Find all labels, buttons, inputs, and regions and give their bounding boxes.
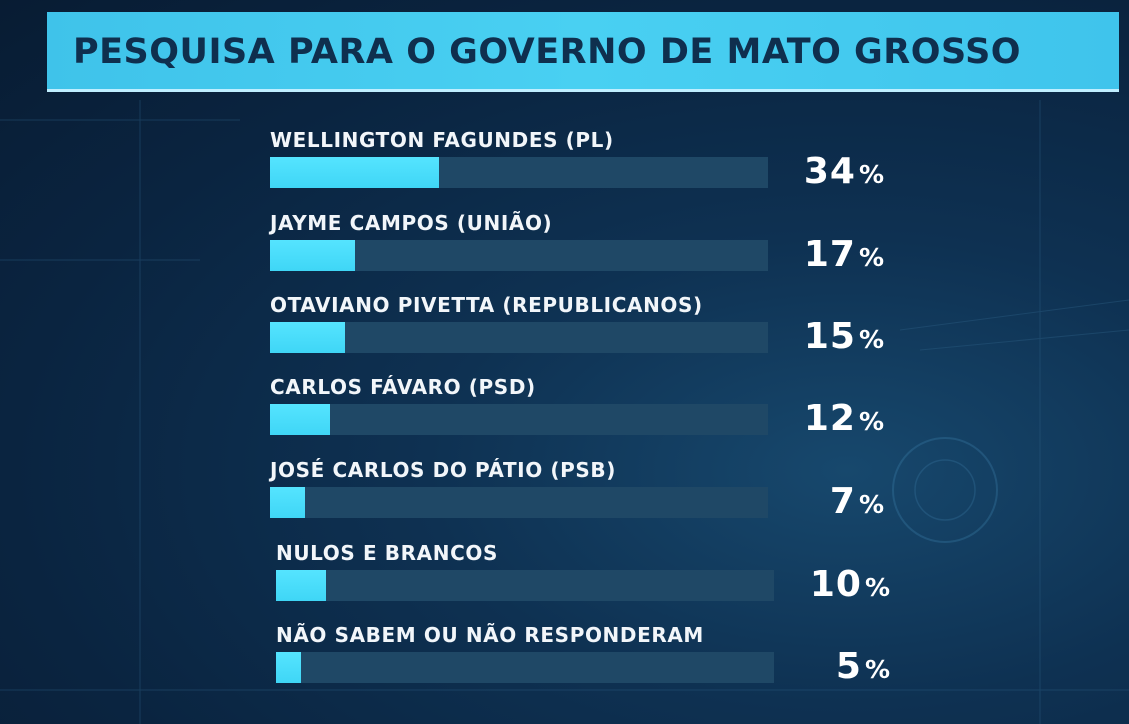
bar (270, 322, 345, 353)
bar-value-unit: % (858, 243, 884, 272)
bar-track (270, 157, 768, 188)
bar-value-label: 34% (784, 151, 884, 192)
bar (270, 240, 355, 271)
bar-value-unit: % (858, 325, 884, 354)
bar-value: 17 (803, 234, 856, 275)
bar-track (270, 322, 768, 353)
bar-row: NULOS E BRANCOS 10% (6, 541, 1129, 621)
bar-label: OTAVIANO PIVETTA (REPUBLICANOS) (270, 293, 703, 317)
bar-track (270, 404, 768, 435)
bar-value-unit: % (858, 160, 884, 189)
bar-value-label: 15% (784, 316, 884, 357)
bar-value-unit: % (864, 573, 890, 602)
bar-value: 15 (803, 316, 856, 357)
title-bar: PESQUISA PARA O GOVERNO DE MATO GROSSO (47, 12, 1119, 92)
bar-track (270, 240, 768, 271)
bar-row: OTAVIANO PIVETTA (REPUBLICANOS) 15% (0, 293, 1129, 373)
bar-row: JAYME CAMPOS (UNIÃO) 17% (0, 211, 1129, 291)
bar-value: 5 (835, 646, 862, 687)
bar-row: CARLOS FÁVARO (PSD) 12% (0, 375, 1129, 455)
bar-track (276, 652, 774, 683)
bar-value-unit: % (858, 490, 884, 519)
bar-label: NULOS E BRANCOS (276, 541, 498, 565)
bar-value-unit: % (864, 655, 890, 684)
bar (276, 652, 301, 683)
chart-title: PESQUISA PARA O GOVERNO DE MATO GROSSO (73, 32, 1022, 72)
bar-row: NÃO SABEM OU NÃO RESPONDERAM 5% (6, 623, 1129, 703)
bar-label: NÃO SABEM OU NÃO RESPONDERAM (276, 623, 704, 647)
bar-value-label: 10% (790, 564, 890, 605)
bar-value-label: 17% (784, 234, 884, 275)
bar-label: JOSÉ CARLOS DO PÁTIO (PSB) (270, 458, 616, 482)
bar-row: WELLINGTON FAGUNDES (PL) 34% (0, 128, 1129, 208)
bar (270, 404, 330, 435)
bar-row: JOSÉ CARLOS DO PÁTIO (PSB) 7% (0, 458, 1129, 538)
bar (270, 157, 439, 188)
bar (276, 570, 326, 601)
bar-value: 12 (803, 398, 856, 439)
bar-track (270, 487, 768, 518)
bar-value: 34 (803, 151, 856, 192)
bar-value-label: 7% (784, 481, 884, 522)
bar-value: 7 (829, 481, 856, 522)
bar-label: WELLINGTON FAGUNDES (PL) (270, 128, 614, 152)
bar-track (276, 570, 774, 601)
bar (270, 487, 305, 518)
bar-value: 10 (809, 564, 862, 605)
bar-value-label: 12% (784, 398, 884, 439)
bar-label: CARLOS FÁVARO (PSD) (270, 375, 536, 399)
bar-value-label: 5% (790, 646, 890, 687)
bar-label: JAYME CAMPOS (UNIÃO) (270, 211, 553, 235)
bar-value-unit: % (858, 407, 884, 436)
